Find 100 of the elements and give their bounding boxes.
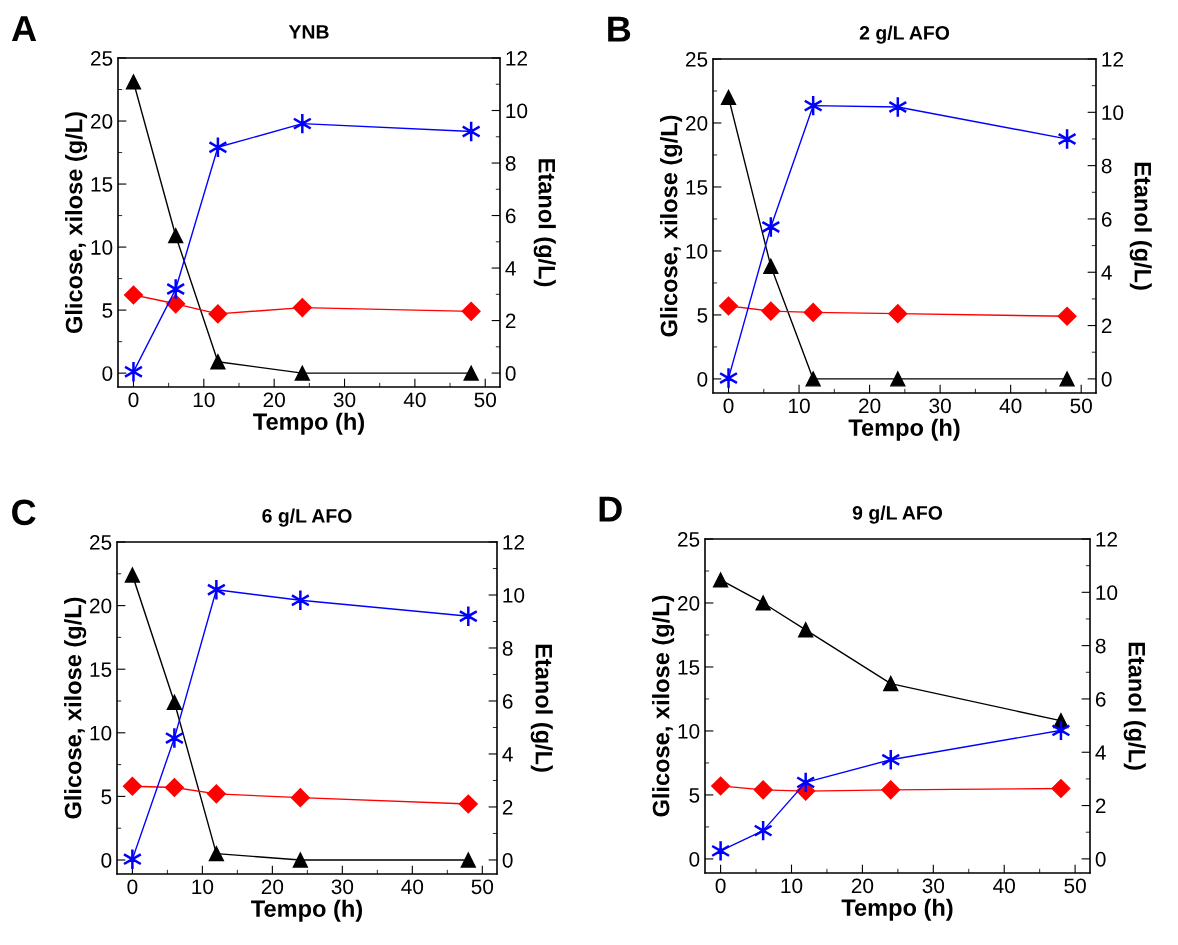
- x-tick-label: 40: [401, 879, 424, 895]
- y-tick-label: 15: [90, 662, 112, 677]
- x-tick-label: 30: [331, 879, 354, 895]
- y2-tick-label: 4: [505, 261, 516, 276]
- point: [292, 112, 312, 135]
- y-tick-label: 20: [90, 598, 112, 614]
- y-tick-label: 0: [101, 853, 112, 868]
- y2-tick-label: 0: [1101, 371, 1112, 387]
- point: [168, 228, 184, 244]
- x-tick-label: 10: [781, 878, 803, 894]
- y-axis-title: Glicose, xilose (g/L): [660, 115, 683, 337]
- y-tick-label: 10: [90, 725, 112, 741]
- point: [1051, 779, 1071, 799]
- point: [755, 595, 771, 611]
- x-tick-label: 50: [474, 392, 496, 408]
- y2-tick-label: 2: [502, 799, 513, 815]
- point: [711, 776, 731, 796]
- point: [718, 296, 739, 316]
- text: A: [11, 16, 37, 42]
- point: [458, 794, 478, 814]
- y2-tick-label: 4: [1101, 265, 1112, 280]
- x-axis-title: Tempo (h): [251, 899, 363, 922]
- y-tick-label: 25: [90, 535, 112, 550]
- point: [710, 839, 731, 862]
- point: [123, 360, 144, 383]
- y2-tick-label: 12: [503, 535, 524, 550]
- text: D: [599, 496, 622, 522]
- text: B: [608, 16, 631, 42]
- x-tick-label: 0: [715, 878, 726, 894]
- y2-tick-label: 10: [1102, 105, 1124, 121]
- y-tick-label: 15: [678, 660, 700, 675]
- point: [122, 848, 143, 871]
- point: [292, 852, 308, 868]
- y-tick-label: 15: [686, 180, 708, 195]
- y2-tick-label: 0: [502, 852, 513, 868]
- y2-axis-title: Etanol (g/L): [1123, 642, 1146, 770]
- point: [720, 89, 737, 106]
- y2-tick-label: 0: [1095, 851, 1106, 867]
- y-tick-label: 25: [678, 532, 700, 547]
- point: [888, 304, 908, 324]
- x-tick-label: 10: [789, 398, 810, 414]
- x-tick-label: 20: [263, 392, 285, 408]
- point: [796, 771, 816, 794]
- x-tick-label: 30: [922, 878, 945, 894]
- y-tick-label: 15: [91, 177, 113, 192]
- point: [712, 572, 729, 588]
- y-tick-label: 20: [686, 115, 708, 131]
- x-axis-title: Tempo (h): [841, 898, 953, 921]
- y2-tick-label: 0: [505, 366, 516, 381]
- point: [803, 302, 823, 322]
- point: [206, 578, 227, 601]
- point: [206, 784, 226, 804]
- y-tick-label: 0: [102, 366, 113, 381]
- point: [761, 301, 781, 321]
- x-tick-label: 0: [127, 879, 138, 895]
- y2-tick-label: 6: [1101, 211, 1112, 227]
- y2-tick-label: 10: [506, 103, 528, 119]
- x-axis-title: Tempo (h): [253, 412, 365, 435]
- y2-tick-label: 6: [502, 693, 513, 709]
- y2-tick-label: 8: [505, 156, 516, 171]
- x-axis-title: Tempo (h): [848, 418, 960, 441]
- x-tick-label: 10: [192, 879, 214, 895]
- point: [883, 675, 899, 692]
- y-tick-label: 5: [689, 788, 700, 803]
- y-tick-label: 10: [91, 240, 113, 255]
- point: [1059, 371, 1075, 387]
- point: [798, 622, 814, 638]
- point: [208, 846, 225, 862]
- y-tick-label: 10: [686, 243, 708, 259]
- y2-tick-label: 12: [1102, 52, 1123, 67]
- y-tick-label: 20: [91, 114, 113, 129]
- y2-tick-label: 10: [1096, 585, 1118, 601]
- y2-tick-label: 10: [503, 587, 525, 603]
- chart-title: 9 g/L AFO: [852, 505, 943, 524]
- chart-title: 2 g/L AFO: [859, 25, 950, 44]
- y2-tick-label: 8: [1095, 638, 1106, 654]
- y2-tick-label: 4: [502, 747, 513, 762]
- y-tick-label: 5: [697, 308, 708, 323]
- y-tick-label: 25: [686, 52, 708, 67]
- point: [290, 589, 311, 612]
- point: [290, 788, 310, 808]
- y2-tick-label: 2: [1095, 798, 1106, 814]
- y2-tick-label: 2: [1101, 318, 1112, 334]
- y2-axis-title: Etanol (g/L): [1129, 162, 1152, 290]
- point: [463, 365, 479, 381]
- x-tick-label: 20: [261, 879, 284, 895]
- point: [208, 304, 228, 324]
- x-tick-label: 0: [128, 392, 139, 408]
- x-tick-label: 50: [471, 879, 494, 895]
- point: [718, 367, 739, 390]
- y2-tick-label: 2: [505, 313, 516, 329]
- y-tick-label: 5: [101, 789, 112, 805]
- point: [124, 567, 141, 583]
- x-tick-label: 30: [929, 398, 951, 414]
- x-tick-label: 10: [193, 392, 215, 408]
- y2-axis-title: Etanol (g/L): [533, 159, 556, 287]
- point: [1057, 306, 1077, 326]
- point: [881, 780, 901, 800]
- chart-title: YNB: [288, 25, 329, 39]
- point: [753, 780, 773, 800]
